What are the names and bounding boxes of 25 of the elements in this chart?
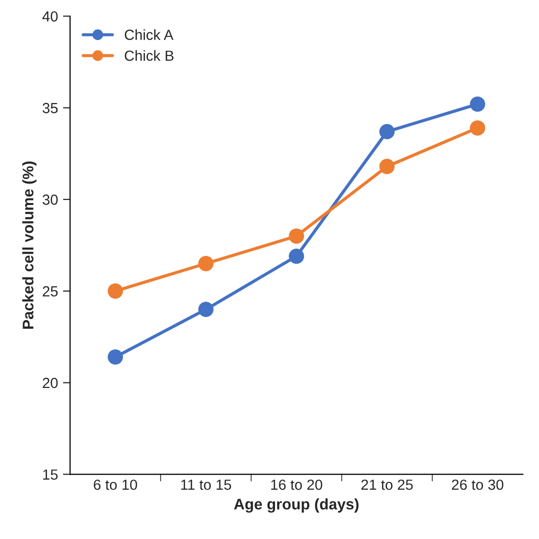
x-tick-label: 21 to 25 <box>361 480 413 490</box>
y-axis-title: Packed cell volume (%) <box>22 162 36 329</box>
y-tick-label: 35 <box>42 102 58 114</box>
y-tick-label: 20 <box>42 378 58 388</box>
legend-label: Chick B <box>124 50 174 61</box>
point <box>198 302 214 318</box>
point <box>379 158 395 174</box>
y-tick-label: 15 <box>43 470 58 480</box>
x-tick-label: 11 to 15 <box>181 480 232 490</box>
point <box>288 248 304 264</box>
point <box>379 124 395 140</box>
point <box>470 96 486 112</box>
point <box>198 256 214 272</box>
y-tick-label: 25 <box>42 286 58 296</box>
x-axis-title: Age group (days) <box>234 498 359 513</box>
legend-label: Chick A <box>124 29 174 40</box>
y-tick-label: 30 <box>42 194 58 205</box>
x-tick-label: 16 to 20 <box>271 480 322 490</box>
point <box>470 120 486 136</box>
point <box>288 228 304 244</box>
y-tick-label: 40 <box>42 11 58 22</box>
point <box>108 349 123 365</box>
point <box>108 283 123 299</box>
x-tick-label: 6 to 10 <box>94 480 138 490</box>
x-tick-label: 26 to 30 <box>452 480 504 490</box>
